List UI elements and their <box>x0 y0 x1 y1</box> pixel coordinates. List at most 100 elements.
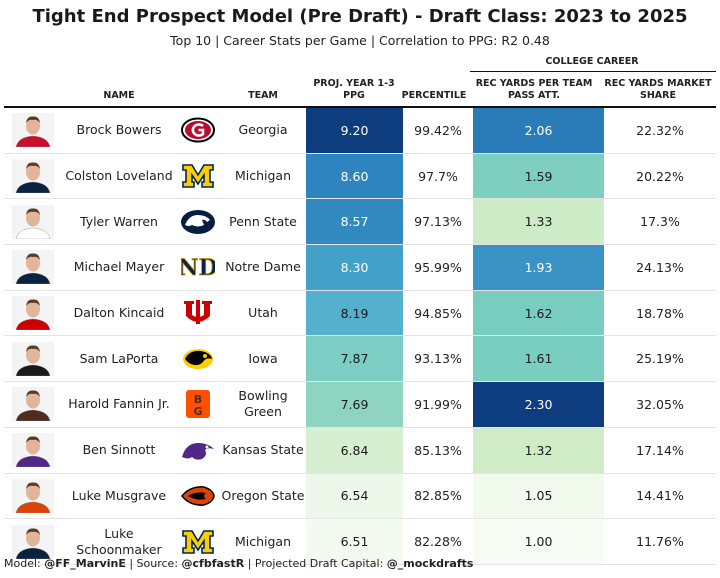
player-photo-cell <box>4 382 62 428</box>
player-name: Dalton Kincaid <box>73 305 165 321</box>
rec-yards-value: 2.30 <box>473 381 604 428</box>
rec-yards-value: 2.06 <box>473 108 604 154</box>
player-name: Sam LaPorta <box>79 350 159 366</box>
table-row: Michael Mayer ND Notre Dame 8.30 95.99% 1.93 2… <box>4 244 716 291</box>
team-name: Oregon State <box>221 487 305 503</box>
team-name: Iowa <box>248 350 278 366</box>
team-logo-cell <box>176 336 220 382</box>
rec-yards-value: 1.62 <box>473 290 604 336</box>
table-row: Colston Loveland Michigan 8.60 97.7% 1.59 20.… <box>4 153 716 199</box>
player-headshot <box>12 387 54 422</box>
table-row: Sam LaPorta Iowa 7.87 93.13% 1.61 25.19% <box>4 335 716 382</box>
rec-yards-value: 1.32 <box>473 427 604 473</box>
footer-capital: @_mockdrafts <box>386 557 474 570</box>
rec-yards-value: 1.93 <box>473 244 604 291</box>
percentile-value: 91.99% <box>414 396 462 412</box>
player-name: Ben Sinnott <box>82 442 156 458</box>
rec-yards-value: 1.61 <box>473 335 604 382</box>
rec-yards-value: 1.05 <box>473 473 604 519</box>
player-headshot <box>12 524 54 559</box>
player-photo-cell <box>4 473 62 519</box>
proj-ppg-value: 7.87 <box>306 335 403 382</box>
player-photo-cell <box>4 519 62 565</box>
rec-yards-value: 1.33 <box>473 198 604 245</box>
percentile-value: 93.13% <box>414 351 462 367</box>
player-photo-cell <box>4 427 62 473</box>
iowa-logo <box>176 347 220 371</box>
proj-ppg-value: 8.30 <box>306 244 403 291</box>
prospect-table: Brock Bowers Georgia 9.20 99.42% 2.06 22.32% C… <box>4 108 716 565</box>
percentile-value: 82.85% <box>414 488 462 504</box>
market-share-value: 18.78% <box>636 305 684 321</box>
market-share-value: 14.41% <box>636 488 684 504</box>
player-headshot <box>12 433 54 468</box>
player-name: Brock Bowers <box>76 122 162 138</box>
header-proj: PROJ. YEAR 1-3 PPG <box>313 78 395 101</box>
player-photo-cell <box>4 336 62 382</box>
team-logo-cell <box>176 427 220 473</box>
player-headshot <box>12 478 54 513</box>
michigan-logo <box>176 162 220 190</box>
proj-ppg-value: 6.51 <box>306 518 403 565</box>
table-row: Harold Fannin Jr. B G Bowling Green 7.69 91.9… <box>4 381 716 428</box>
player-headshot <box>12 250 54 285</box>
proj-ppg-value: 8.60 <box>306 153 403 199</box>
percentile-value: 95.99% <box>414 259 462 275</box>
footer-model-label: Model: <box>4 557 45 570</box>
rec-yards-value: 1.00 <box>473 518 604 565</box>
header-name: NAME <box>103 90 135 101</box>
proj-ppg-value: 8.57 <box>306 198 403 245</box>
team-name: Notre Dame <box>225 259 301 275</box>
team-logo-cell <box>176 473 220 519</box>
team-name: Kansas State <box>222 442 304 458</box>
player-photo-cell <box>4 108 62 153</box>
market-share-value: 24.13% <box>636 259 684 275</box>
footer-capital-label: | Projected Draft Capital: <box>244 557 387 570</box>
player-headshot <box>12 159 54 194</box>
footer-credits: Model: @FF_MarvinE | Source: @cfbfastR |… <box>4 557 473 570</box>
table-row: Luke Schoonmaker Michigan 6.51 82.28% 1.00 11… <box>4 518 716 565</box>
georgia-logo <box>176 117 220 143</box>
market-share-value: 32.05% <box>636 396 684 412</box>
player-photo-cell <box>4 153 62 199</box>
footer-source-label: | Source: <box>125 557 182 570</box>
team-logo-cell <box>176 153 220 199</box>
proj-ppg-value: 8.19 <box>306 290 403 336</box>
player-photo-cell <box>4 199 62 245</box>
player-name: Luke Schoonmaker <box>76 525 162 557</box>
notre-dame-logo: ND <box>176 253 220 281</box>
proj-ppg-value: 7.69 <box>306 381 403 428</box>
kansas-state-logo <box>176 437 220 463</box>
footer-model: @FF_MarvinE <box>44 557 126 570</box>
percentile-value: 97.7% <box>418 168 458 184</box>
college-career-spanner: COLLEGE CAREER <box>545 56 639 67</box>
team-name: Michigan <box>234 533 292 549</box>
penn-state-logo <box>176 209 220 235</box>
player-headshot <box>12 296 54 331</box>
svg-text:G: G <box>193 405 202 418</box>
spanner-rule <box>470 71 716 72</box>
svg-text:B: B <box>194 393 202 406</box>
team-logo-cell <box>176 519 220 565</box>
percentile-value: 94.85% <box>414 305 462 321</box>
header-market-share: REC YARDS MARKET SHARE <box>604 78 712 101</box>
player-headshot <box>12 341 54 376</box>
header-percentile: PERCENTILE <box>401 90 467 101</box>
market-share-value: 17.3% <box>640 214 680 230</box>
player-headshot <box>12 204 54 239</box>
team-name: Bowling Green <box>238 388 288 420</box>
market-share-value: 11.76% <box>636 534 684 550</box>
proj-ppg-value: 6.54 <box>306 473 403 519</box>
footer-source: @cfbfastR <box>181 557 245 570</box>
player-name: Colston Loveland <box>65 168 173 184</box>
table-row: Ben Sinnott Kansas State 6.84 85.13% 1.32 17.… <box>4 427 716 473</box>
table-row: Tyler Warren Penn State 8.57 97.13% 1.33 17.3… <box>4 198 716 245</box>
player-name: Harold Fannin Jr. <box>68 396 170 412</box>
table-row: Brock Bowers Georgia 9.20 99.42% 2.06 22.32% <box>4 108 716 154</box>
percentile-value: 97.13% <box>414 214 462 230</box>
table-row: Dalton Kincaid Utah 8.19 94.85% 1.62 18.78% <box>4 290 716 336</box>
header-rule <box>4 106 716 108</box>
header-team: TEAM <box>248 90 278 101</box>
